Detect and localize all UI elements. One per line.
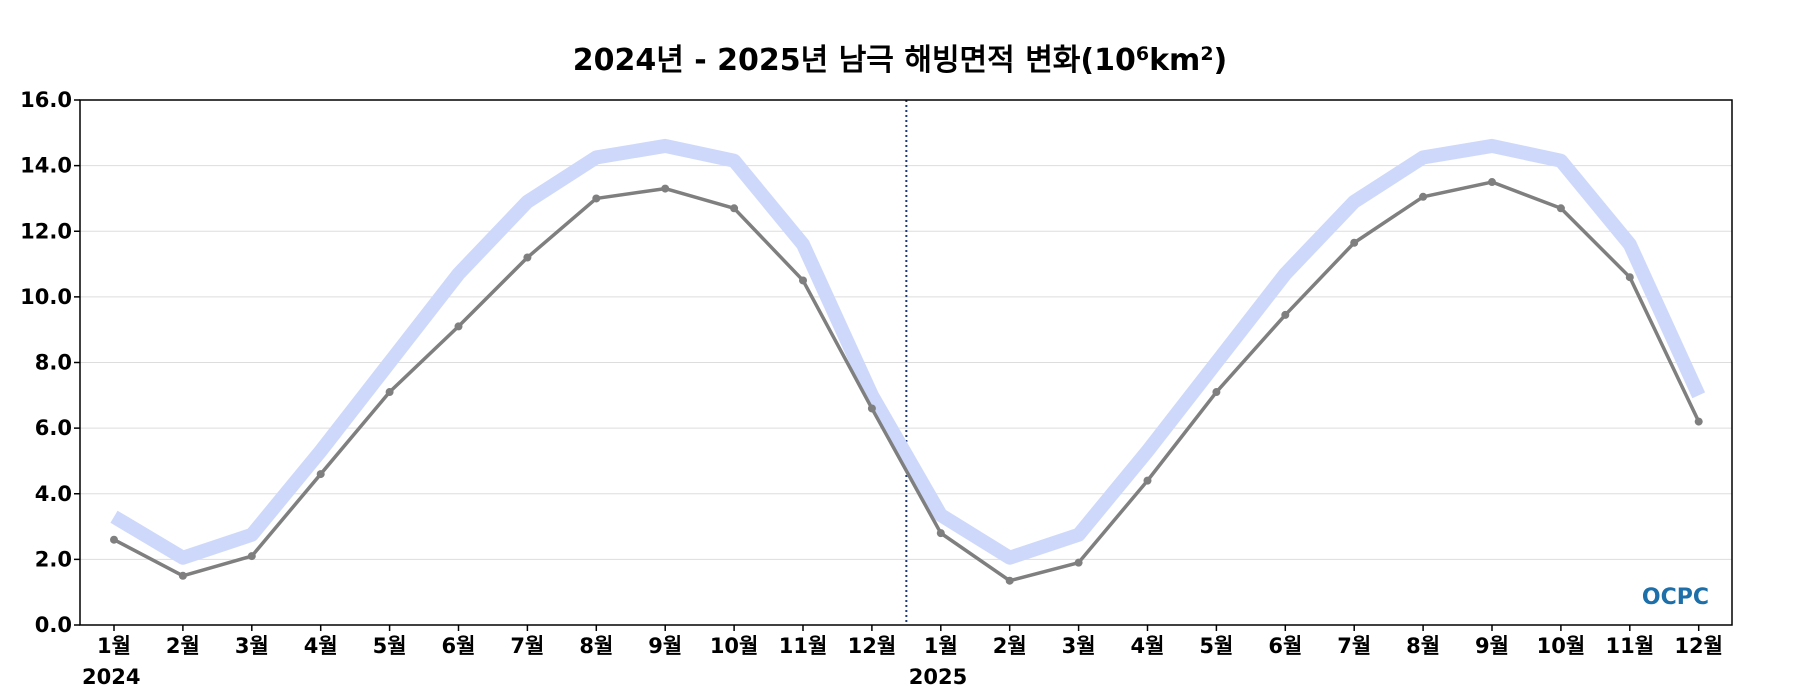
series-point [936, 529, 945, 538]
x-tick-label: 3월 [235, 634, 269, 658]
title-sup1: 6 [1136, 43, 1149, 65]
series-point [1005, 576, 1014, 585]
x-tick-label: 2월 [993, 634, 1027, 658]
y-tick-label: 14.0 [20, 154, 72, 178]
series-point [1694, 417, 1703, 426]
x-tick-label: 1월 [924, 634, 958, 658]
series-point [110, 535, 118, 544]
series-point [1556, 204, 1565, 213]
y-tick-label: 8.0 [35, 351, 72, 375]
x-tick-label: 11월 [1606, 634, 1655, 658]
y-tick-label: 6.0 [35, 416, 72, 440]
x-tick-label: 6월 [442, 634, 476, 658]
ocpc-logo: OCPC [1642, 585, 1709, 610]
x-tick-label: 10월 [1537, 634, 1586, 658]
x-tick-label: 9월 [648, 634, 682, 658]
x-tick-label: 4월 [304, 634, 338, 658]
x-tick-label: 2월 [166, 634, 200, 658]
series-point [1143, 476, 1152, 485]
series-point [1419, 192, 1428, 201]
x-tick-label: 10월 [710, 634, 759, 658]
title-mid: km [1149, 43, 1200, 78]
series-point [1350, 238, 1359, 247]
y-tick-label: 12.0 [20, 219, 72, 243]
x-tick-label: 7월 [1337, 634, 1371, 658]
series-point [1281, 310, 1290, 319]
series-point [178, 571, 187, 580]
x-tick-label: 11월 [779, 634, 828, 658]
series-point [1074, 558, 1083, 567]
series-point [247, 552, 256, 561]
x-tick-label: 8월 [579, 634, 613, 658]
year-label: 2024 [82, 665, 140, 689]
title-sup2: 2 [1200, 43, 1213, 65]
x-tick-label: 9월 [1475, 634, 1509, 658]
x-tick-label: 4월 [1131, 634, 1165, 658]
series-point [592, 194, 601, 203]
x-tick-label: 5월 [1199, 634, 1233, 658]
x-tick-label: 12월 [1674, 634, 1723, 658]
title-end: ) [1214, 43, 1228, 78]
series-point [730, 204, 739, 213]
title-main: 2024년 - 2025년 남극 해빙면적 변화(10 [573, 43, 1136, 78]
series-point [385, 388, 394, 397]
series-point [661, 184, 670, 193]
y-tick-label: 0.0 [35, 613, 72, 637]
x-tick-label: 12월 [848, 634, 897, 658]
series-point [523, 253, 532, 262]
x-tick-label: 7월 [510, 634, 544, 658]
series-point [799, 276, 807, 285]
y-tick-label: 16.0 [20, 88, 72, 112]
y-tick-label: 2.0 [35, 547, 72, 571]
series-point [1625, 273, 1634, 282]
chart-title: 2024년 - 2025년 남극 해빙면적 변화(106km2) [573, 43, 1228, 78]
year-labels: 2024 2025 [82, 665, 967, 689]
year-label: 2025 [909, 665, 967, 689]
series-point [867, 404, 876, 413]
x-tick-label: 3월 [1062, 634, 1096, 658]
x-axis: 1월 2월 3월 4월 5월 6월 7월 8월 9월 10월 11월 12월 1월 2월 3월 4월 5월 6월 7… [97, 625, 1723, 658]
series-point [1212, 388, 1221, 397]
x-tick-label: 8월 [1406, 634, 1440, 658]
series-line-band [110, 138, 1706, 565]
x-tick-label: 6월 [1268, 634, 1302, 658]
series-line [113, 180, 1701, 583]
y-tick-label: 10.0 [20, 285, 72, 309]
y-axis: 0.0 2.0 4.0 6.0 8.0 10.0 12.0 14.0 16.0 [20, 88, 80, 637]
x-tick-label: 5월 [373, 634, 407, 658]
series-point [454, 322, 463, 331]
series-point [316, 470, 325, 479]
series-point [1488, 178, 1496, 187]
x-tick-label: 1월 [97, 634, 131, 658]
series-group [110, 138, 1706, 585]
y-tick-label: 4.0 [35, 482, 72, 506]
